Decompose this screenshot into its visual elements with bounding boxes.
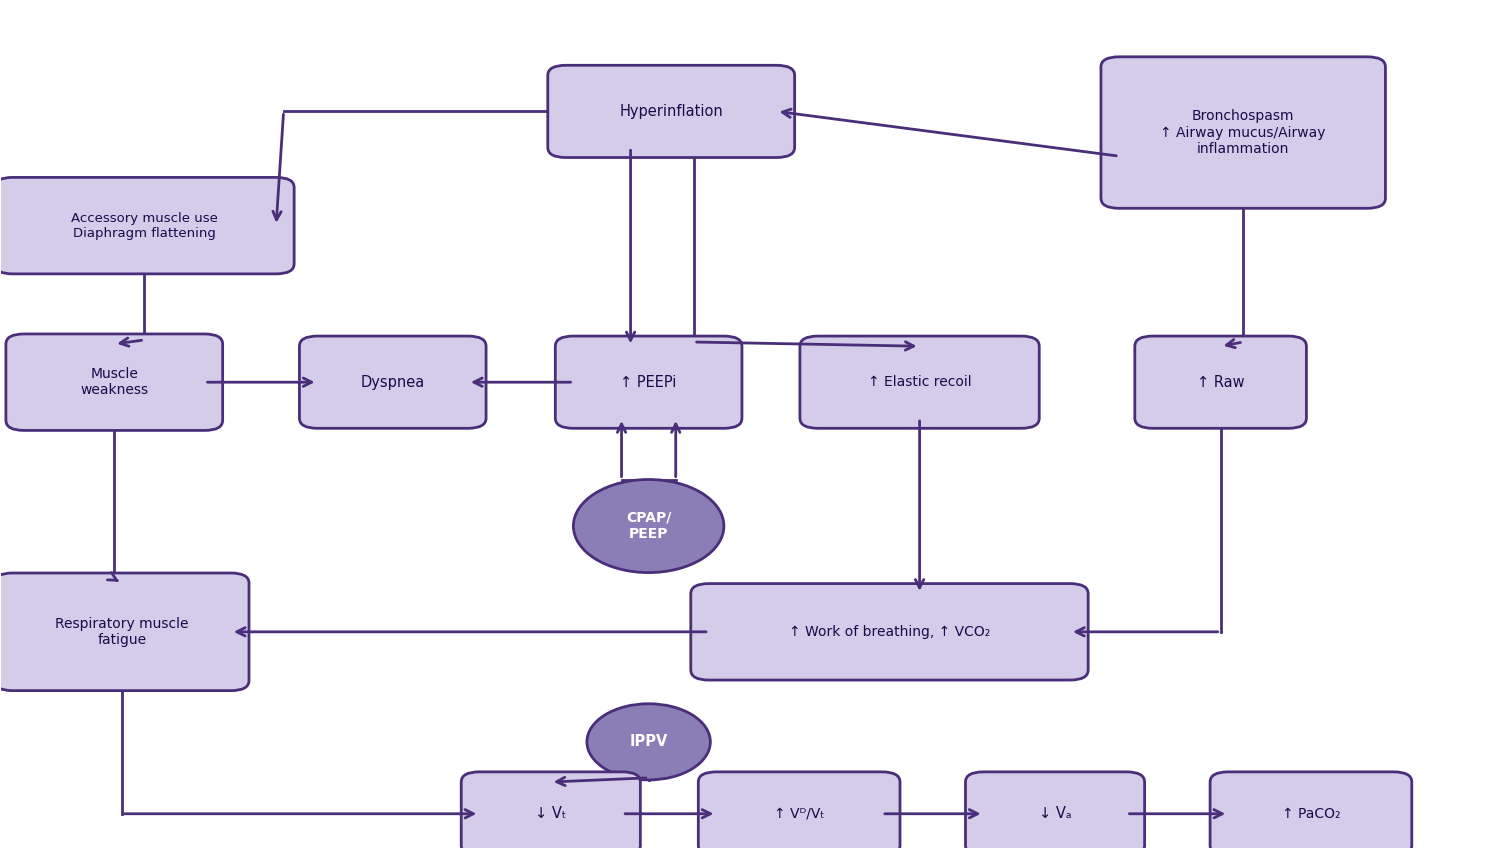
FancyBboxPatch shape (461, 772, 641, 849)
FancyBboxPatch shape (1101, 57, 1386, 208)
FancyBboxPatch shape (0, 573, 249, 690)
Text: ↑ Elastic recoil: ↑ Elastic recoil (867, 375, 971, 389)
FancyBboxPatch shape (300, 336, 486, 428)
Text: Hyperinflation: Hyperinflation (620, 104, 724, 119)
Text: ↑ Work of breathing, ↑ VCO₂: ↑ Work of breathing, ↑ VCO₂ (789, 625, 991, 638)
Text: Accessory muscle use
Diaphragm flattening: Accessory muscle use Diaphragm flattenin… (71, 211, 217, 239)
Text: ↓ Vₜ: ↓ Vₜ (535, 807, 567, 821)
FancyBboxPatch shape (698, 772, 900, 849)
Ellipse shape (573, 480, 724, 572)
FancyBboxPatch shape (6, 334, 223, 430)
FancyBboxPatch shape (965, 772, 1145, 849)
Ellipse shape (587, 704, 710, 780)
FancyBboxPatch shape (691, 583, 1089, 680)
FancyBboxPatch shape (555, 336, 742, 428)
FancyBboxPatch shape (799, 336, 1039, 428)
FancyBboxPatch shape (547, 65, 795, 158)
Text: ↑ Vᴰ/Vₜ: ↑ Vᴰ/Vₜ (774, 807, 825, 821)
Text: Dyspnea: Dyspnea (360, 374, 425, 390)
FancyBboxPatch shape (1209, 772, 1411, 849)
Text: ↑ PEEPi: ↑ PEEPi (620, 374, 677, 390)
Text: Muscle
weakness: Muscle weakness (80, 367, 148, 397)
FancyBboxPatch shape (1136, 336, 1306, 428)
Text: IPPV: IPPV (629, 734, 668, 750)
Text: CPAP/
PEEP: CPAP/ PEEP (626, 511, 671, 541)
Text: ↑ Raw: ↑ Raw (1197, 374, 1244, 390)
Text: Bronchospasm
↑ Airway mucus/Airway
inflammation: Bronchospasm ↑ Airway mucus/Airway infla… (1161, 110, 1326, 155)
Text: ↑ PaCO₂: ↑ PaCO₂ (1282, 807, 1341, 821)
Text: ↓ Vₐ: ↓ Vₐ (1039, 807, 1071, 821)
Text: Respiratory muscle
fatigue: Respiratory muscle fatigue (56, 616, 188, 647)
FancyBboxPatch shape (0, 177, 294, 274)
